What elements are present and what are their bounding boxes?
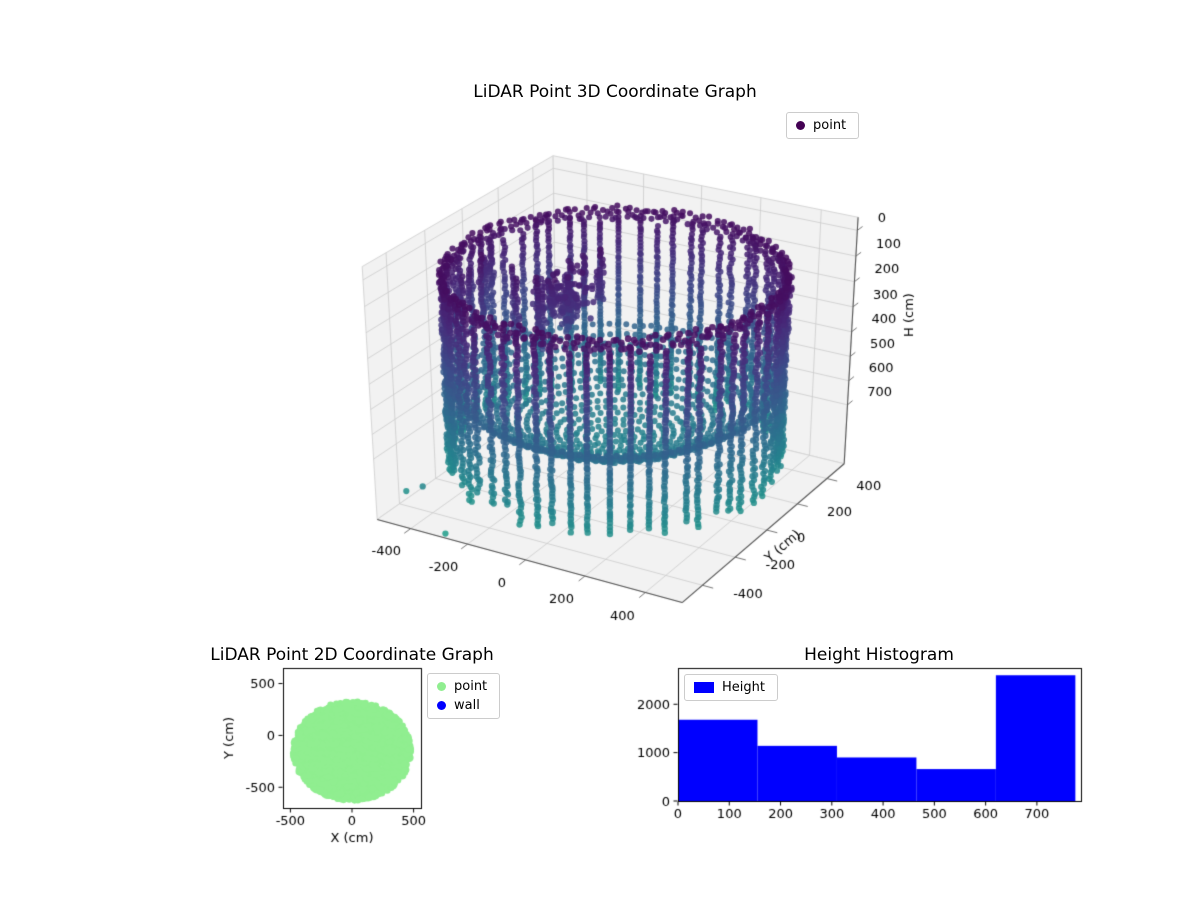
legend-2d: point wall xyxy=(427,673,501,719)
legend-3d: point xyxy=(786,112,860,139)
title-2d: LiDAR Point 2D Coordinate Graph xyxy=(210,645,494,665)
legend-label-2d-point: point xyxy=(454,679,488,694)
wall-marker-icon xyxy=(437,701,446,710)
height-patch-icon xyxy=(694,682,714,693)
legend-histogram: Height xyxy=(684,674,778,701)
legend-entry-2d-point: point xyxy=(437,679,487,694)
legend-label-2d-wall: wall xyxy=(454,698,480,713)
title-3d: LiDAR Point 3D Coordinate Graph xyxy=(473,82,757,102)
legend-label-height: Height xyxy=(722,680,765,695)
legend-entry-2d-wall: wall xyxy=(437,698,487,713)
point-marker-icon xyxy=(437,682,446,691)
point-marker-icon xyxy=(796,121,805,130)
legend-entry-height: Height xyxy=(694,680,765,695)
legend-label-3d-point: point xyxy=(813,118,847,133)
legend-entry-3d-point: point xyxy=(796,118,846,133)
title-histogram: Height Histogram xyxy=(804,645,954,665)
